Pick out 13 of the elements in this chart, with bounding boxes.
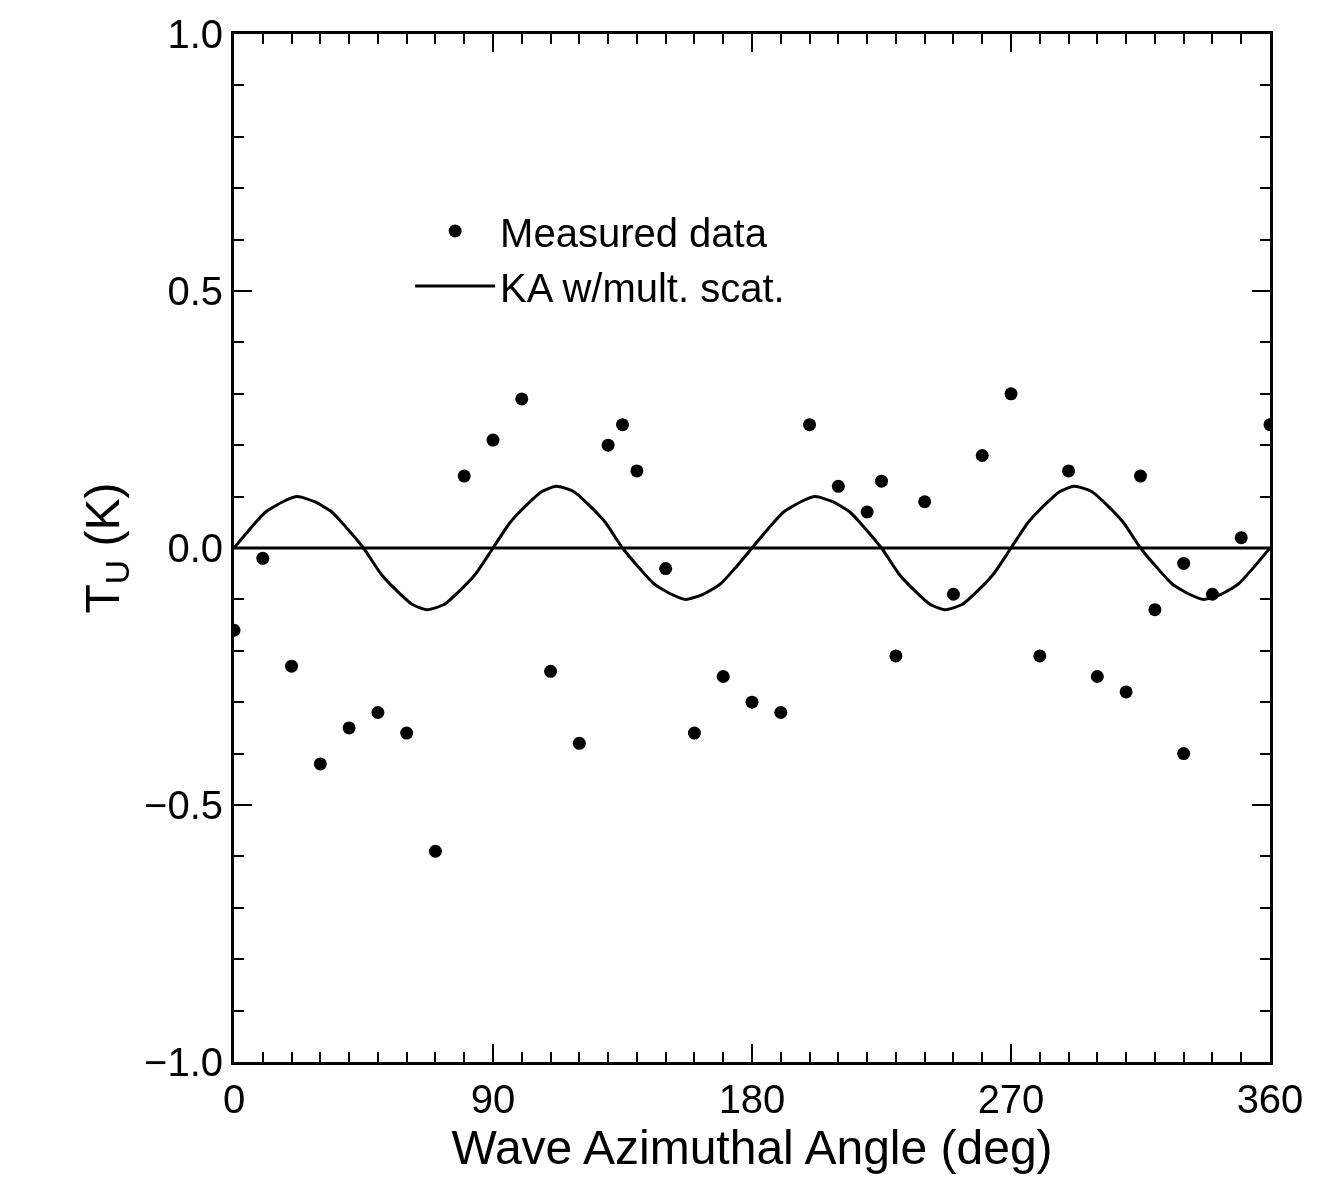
x-tick-label: 270 bbox=[977, 1077, 1045, 1121]
y-tick-label: 0.5 bbox=[167, 269, 223, 313]
legend-label: KA w/mult. scat. bbox=[500, 265, 785, 310]
y-tick-label: −1.0 bbox=[144, 1040, 223, 1084]
y-tick-label: −0.5 bbox=[144, 783, 223, 827]
y-tick-label: 0.0 bbox=[167, 526, 223, 570]
x-tick-label: 180 bbox=[718, 1077, 786, 1121]
legend-label: Measured data bbox=[500, 210, 768, 255]
x-axis-title: Wave Azimuthal Angle (deg) bbox=[451, 1121, 1053, 1174]
x-tick-label: 360 bbox=[1236, 1077, 1304, 1121]
x-tick-label: 90 bbox=[470, 1077, 516, 1121]
x-tick-label: 0 bbox=[222, 1077, 246, 1121]
y-tick-label: 1.0 bbox=[167, 12, 223, 56]
